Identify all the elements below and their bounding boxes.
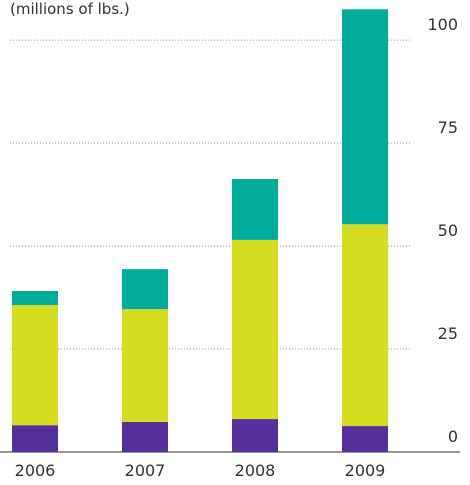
x-tick-label: 2006	[15, 461, 56, 480]
bar-segment	[232, 419, 278, 452]
x-tick-label: 2009	[345, 461, 386, 480]
y-tick-label: 0	[448, 427, 458, 446]
bar-segment	[12, 290, 58, 305]
x-tick-label: 2007	[125, 461, 166, 480]
bar-segment	[122, 269, 168, 310]
bar-segment	[232, 239, 278, 420]
chart-subtitle: (millions of lbs.)	[10, 0, 130, 18]
bar-segment	[232, 178, 278, 240]
y-tick-label: 25	[438, 324, 458, 343]
bar-segment	[12, 304, 58, 426]
bar-segment	[342, 9, 388, 225]
bar-segment	[342, 426, 388, 452]
x-tick-label: 2008	[235, 461, 276, 480]
bar-segment	[122, 421, 168, 452]
y-tick-label: 100	[427, 15, 458, 34]
y-tick-label: 75	[438, 118, 458, 137]
bar-segment	[342, 224, 388, 427]
bar-segment	[12, 425, 58, 452]
y-tick-label: 50	[438, 221, 458, 240]
bar-segment	[122, 309, 168, 422]
